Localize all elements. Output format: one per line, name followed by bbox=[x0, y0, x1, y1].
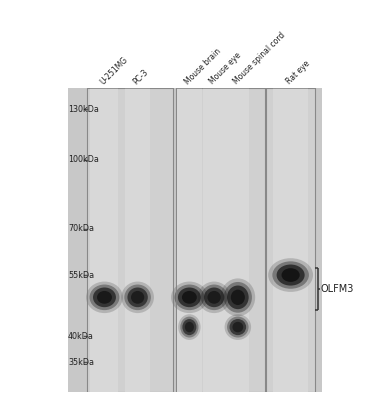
Text: 130kDa: 130kDa bbox=[68, 104, 99, 114]
Ellipse shape bbox=[90, 284, 119, 310]
Ellipse shape bbox=[204, 288, 224, 307]
Bar bbox=[202, 88, 226, 392]
Ellipse shape bbox=[198, 282, 231, 313]
Ellipse shape bbox=[207, 291, 221, 304]
Ellipse shape bbox=[131, 291, 144, 304]
Ellipse shape bbox=[224, 282, 252, 313]
Bar bbox=[177, 88, 202, 392]
Text: 35kDa: 35kDa bbox=[68, 358, 94, 367]
Ellipse shape bbox=[128, 288, 148, 307]
Ellipse shape bbox=[97, 291, 112, 304]
Ellipse shape bbox=[227, 317, 249, 338]
Text: 40kDa: 40kDa bbox=[68, 332, 94, 341]
Ellipse shape bbox=[178, 314, 201, 340]
Ellipse shape bbox=[121, 282, 154, 313]
Text: PC-3: PC-3 bbox=[131, 67, 150, 86]
Ellipse shape bbox=[178, 288, 201, 307]
Ellipse shape bbox=[220, 278, 255, 316]
Text: 55kDa: 55kDa bbox=[68, 270, 94, 280]
Ellipse shape bbox=[272, 261, 309, 289]
Ellipse shape bbox=[86, 282, 123, 313]
Text: OLFM3: OLFM3 bbox=[321, 284, 354, 294]
Ellipse shape bbox=[232, 322, 243, 332]
Text: Mouse eye: Mouse eye bbox=[208, 51, 243, 86]
Text: Rat eye: Rat eye bbox=[284, 59, 311, 86]
Bar bbox=[90, 88, 118, 392]
Bar bbox=[125, 88, 150, 392]
Ellipse shape bbox=[182, 319, 196, 335]
Bar bbox=[226, 88, 249, 392]
Ellipse shape bbox=[124, 284, 151, 310]
Text: 100kDa: 100kDa bbox=[68, 155, 99, 164]
Ellipse shape bbox=[268, 258, 313, 292]
Ellipse shape bbox=[182, 291, 197, 304]
Ellipse shape bbox=[93, 288, 116, 307]
Ellipse shape bbox=[230, 319, 246, 335]
Ellipse shape bbox=[185, 322, 194, 332]
Bar bbox=[176, 88, 265, 392]
Ellipse shape bbox=[225, 314, 251, 340]
Ellipse shape bbox=[227, 286, 249, 309]
Text: Mouse spinal cord: Mouse spinal cord bbox=[231, 31, 287, 86]
Text: Mouse brain: Mouse brain bbox=[183, 46, 223, 86]
Ellipse shape bbox=[171, 282, 208, 313]
Ellipse shape bbox=[282, 268, 300, 282]
Ellipse shape bbox=[231, 290, 245, 305]
Ellipse shape bbox=[174, 284, 204, 310]
Ellipse shape bbox=[180, 317, 198, 338]
Ellipse shape bbox=[201, 284, 227, 310]
Text: 70kDa: 70kDa bbox=[68, 224, 94, 233]
Bar bbox=[273, 88, 309, 392]
Bar bbox=[87, 88, 173, 392]
Ellipse shape bbox=[277, 264, 304, 286]
Bar bbox=[266, 88, 315, 392]
Text: U-251MG: U-251MG bbox=[98, 55, 129, 86]
